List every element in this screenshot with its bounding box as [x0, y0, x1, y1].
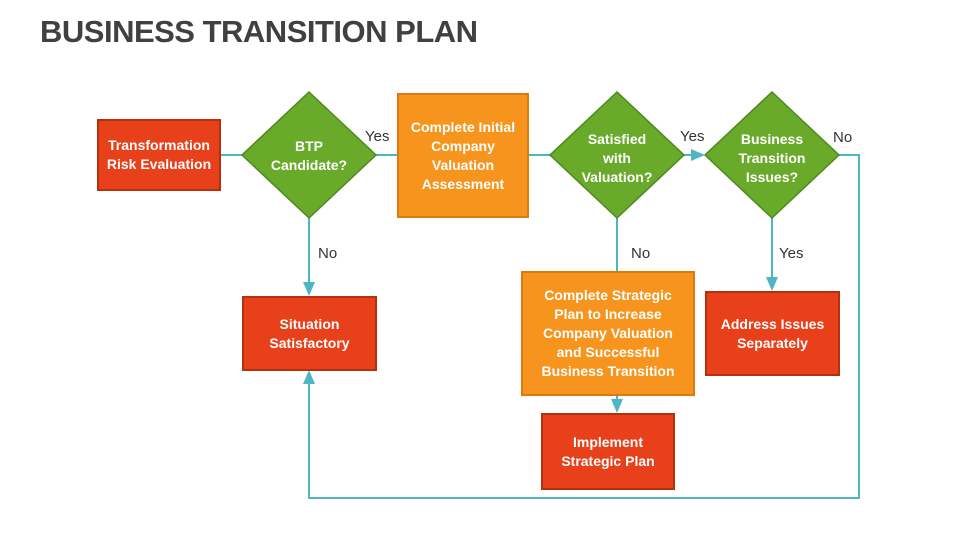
decision-transition-issues-shape [703, 90, 841, 220]
label-yes-btp: Yes [365, 128, 390, 145]
decision-satisfied-valuation: Satisfied with Valuation? [581, 130, 653, 185]
page-title: BUSINESS TRANSITION PLAN [40, 14, 478, 49]
process-implement-plan: Implement Strategic Plan [541, 413, 675, 490]
label-no-satisfied: No [631, 245, 651, 262]
process-situation-satisfactory: Situation Satisfactory [242, 296, 377, 371]
process-address-issues: Address Issues Separately [705, 291, 840, 376]
decision-btp-candidate-shape [240, 90, 378, 220]
connector-issues-loop-to-situation [303, 154, 860, 499]
label-yes-satisfied: Yes [680, 128, 705, 145]
decision-btp-candidate: BTP Candidate? [270, 138, 348, 173]
label-yes-issues: Yes [779, 245, 804, 262]
process-risk-evaluation: Transformation Risk Evaluation [97, 119, 221, 191]
process-initial-valuation: Complete Initial Company Valuation Asses… [397, 93, 529, 218]
decision-transition-issues: Business Transition Issues? [738, 130, 806, 185]
decision-satisfied-shape [548, 90, 686, 220]
label-no-btp: No [318, 245, 338, 262]
label-no-issues: No [833, 129, 853, 146]
process-strategic-plan: Complete Strategic Plan to Increase Comp… [521, 271, 695, 396]
